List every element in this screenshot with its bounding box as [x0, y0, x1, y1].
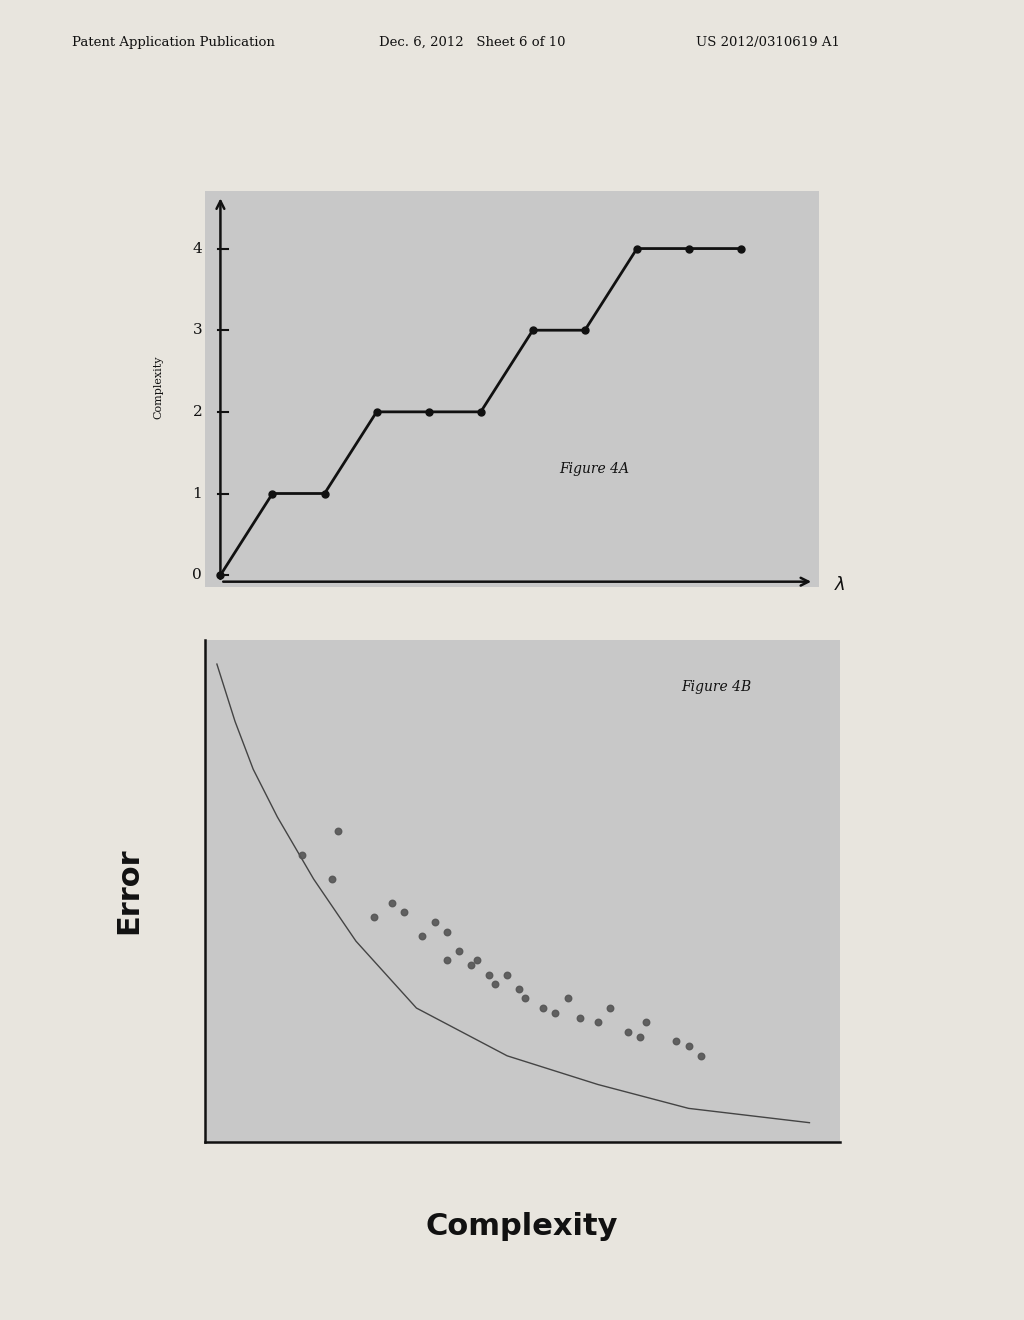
Point — [366, 907, 382, 928]
Point — [481, 964, 498, 985]
Point — [330, 821, 346, 842]
Text: 3: 3 — [193, 323, 202, 337]
Point — [499, 964, 515, 985]
Point — [632, 1026, 648, 1047]
Point — [438, 921, 455, 942]
Point — [547, 1002, 563, 1023]
Text: Figure 4B: Figure 4B — [681, 680, 752, 694]
Point — [559, 987, 575, 1008]
Text: Figure 4A: Figure 4A — [559, 462, 629, 477]
Point — [384, 892, 400, 913]
Text: 0: 0 — [193, 568, 202, 582]
Point — [692, 1045, 709, 1067]
Text: 2: 2 — [193, 405, 202, 418]
Point — [426, 912, 442, 933]
Point — [536, 998, 552, 1019]
Text: Dec. 6, 2012   Sheet 6 of 10: Dec. 6, 2012 Sheet 6 of 10 — [379, 36, 565, 49]
Point — [590, 1012, 606, 1034]
Text: 1: 1 — [193, 487, 202, 500]
Text: Complexity: Complexity — [426, 1212, 618, 1241]
Point — [620, 1022, 636, 1043]
Text: 4: 4 — [193, 242, 202, 256]
Point — [451, 940, 467, 961]
Point — [293, 845, 309, 866]
Text: Complexity: Complexity — [153, 355, 163, 420]
Point — [669, 1031, 685, 1052]
Text: Patent Application Publication: Patent Application Publication — [72, 36, 274, 49]
Point — [469, 949, 485, 970]
Point — [463, 954, 479, 975]
Point — [324, 869, 340, 890]
Point — [517, 987, 534, 1008]
Text: Error: Error — [114, 847, 143, 935]
Point — [638, 1012, 654, 1034]
Point — [680, 1036, 696, 1057]
Point — [602, 998, 618, 1019]
Text: λ: λ — [835, 576, 846, 594]
Point — [486, 974, 503, 995]
Point — [511, 978, 527, 999]
Point — [396, 902, 413, 923]
Text: US 2012/0310619 A1: US 2012/0310619 A1 — [696, 36, 841, 49]
Point — [571, 1007, 588, 1028]
Point — [415, 925, 431, 946]
Point — [438, 949, 455, 970]
